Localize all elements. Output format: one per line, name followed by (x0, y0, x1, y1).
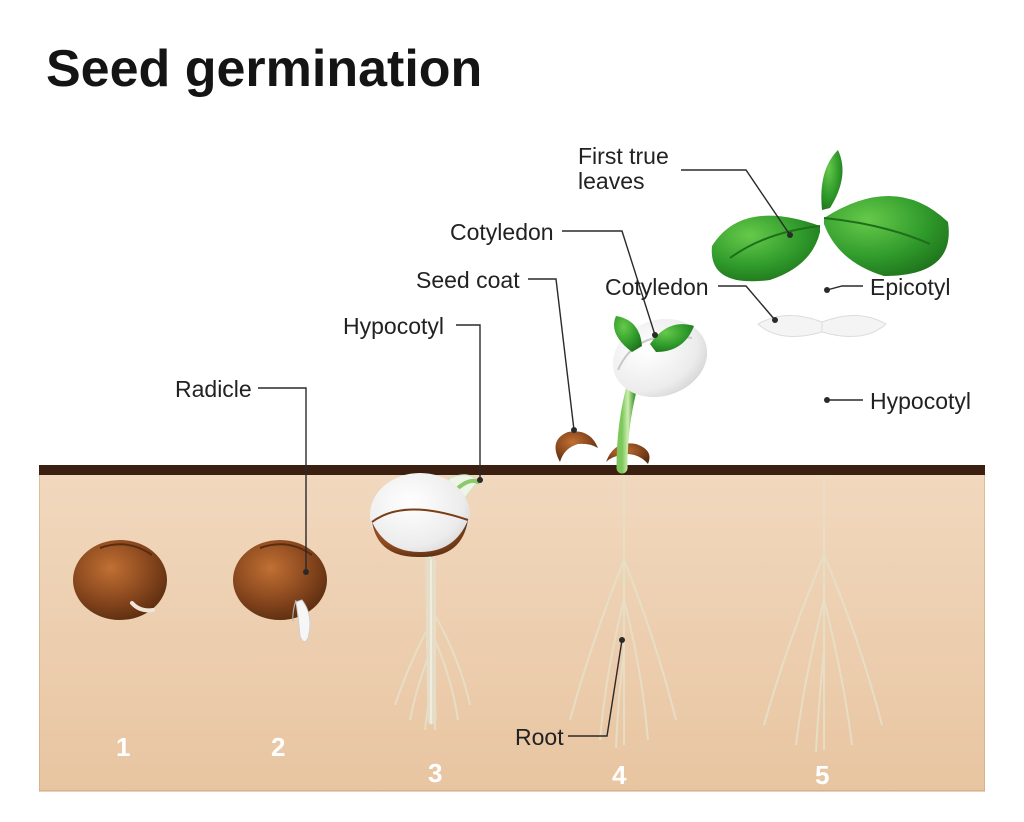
label-radicle: Radicle (175, 377, 252, 402)
stage-number-2: 2 (271, 732, 285, 763)
label-hypocotyl-b: Hypocotyl (870, 389, 971, 414)
diagram-stage: Seed germination (0, 0, 1024, 822)
stage-number-5: 5 (815, 760, 829, 791)
label-cotyledon-b: Cotyledon (605, 275, 709, 300)
label-cotyledon-a: Cotyledon (450, 220, 554, 245)
label-epicotyl: Epicotyl (870, 275, 951, 300)
label-hypocotyl-a: Hypocotyl (343, 314, 444, 339)
label-first-true: First true leaves (578, 144, 669, 195)
diagram-title: Seed germination (46, 42, 482, 97)
label-seed-coat: Seed coat (416, 268, 520, 293)
stage-number-4: 4 (612, 760, 626, 791)
soil-block (39, 465, 985, 791)
stage-number-1: 1 (116, 732, 130, 763)
stage-number-3: 3 (428, 758, 442, 789)
label-root: Root (515, 725, 564, 750)
